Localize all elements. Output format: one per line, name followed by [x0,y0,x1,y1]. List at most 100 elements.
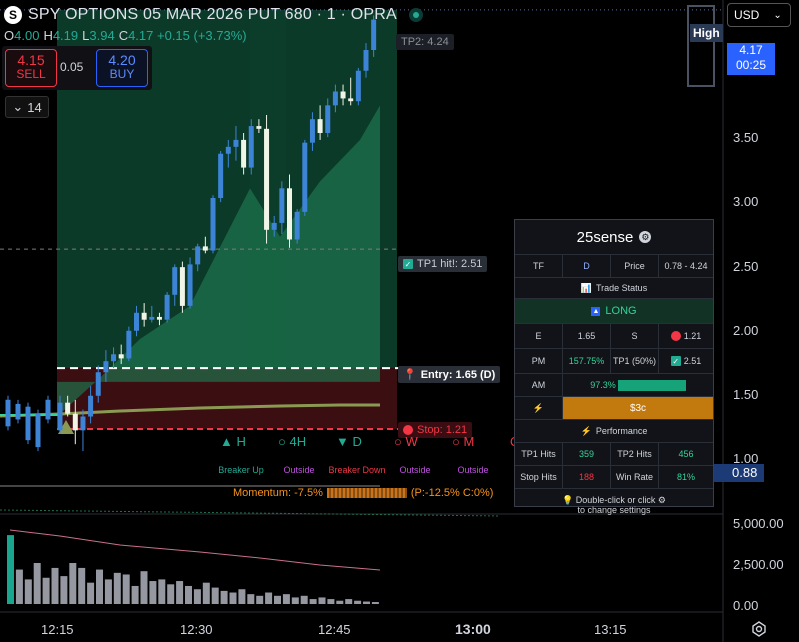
volume-bar [113,572,121,604]
volume-bar [256,595,264,604]
trade-status-label: Trade Status [596,283,648,293]
stop-text: Stop: 1.21 [417,424,468,436]
volume-bar [247,594,255,604]
volume-bar [96,569,103,604]
chart-icon: 📊 [580,282,592,293]
candle-body [248,126,254,168]
tf-value: D [563,255,611,277]
collapse-legend-button[interactable]: ⌄ 14 [5,96,49,118]
currency-select[interactable]: USD ⌄ [727,3,791,27]
candle-body [210,197,216,251]
stop-hits-label: Stop Hits [515,466,563,488]
candle-body [309,119,315,143]
volume-bar [7,535,14,604]
tp1-label: ✓ TP1 hit!: 2.51 [398,256,488,272]
candle-body [35,413,41,448]
entry-value-cell: 1.65 [563,324,611,348]
momentum-label: Momentum: -7.5% [233,487,323,499]
momentum-indicator: Momentum: -7.5% (P:-12.5% C:0%) [233,487,493,499]
volume-bar [345,599,353,604]
tp1-value-cell: ✓ 2.51 [659,349,713,373]
am-value: 97.3% [590,380,616,390]
time-axis-label: 13:15 [594,622,627,637]
candle-body [340,91,346,99]
stop-label-cell: S [611,324,659,348]
symbol-title[interactable]: SPY OPTIONS 05 MAR 2026 PUT 680 · 1 · OP… [28,6,397,23]
am-bar-cell: 97.3% [563,374,713,396]
buy-label: BUY [109,67,135,81]
pm-row: PM 157.75% TP1 (50%) ✓ 2.51 [515,349,713,374]
buy-button[interactable]: 4.20 BUY [96,49,148,87]
ohlc-open-label: O [4,28,15,43]
hits-row: TP1 Hits 359 TP2 Hits 456 [515,443,713,466]
volume-bar [131,585,139,604]
footer-text-2: to change settings [577,505,651,515]
candle-body [241,139,247,168]
tp1-hits-label: TP1 Hits [515,443,563,465]
candle-body [134,312,139,331]
indicator-count: 14 [27,99,42,115]
ohlc-legend: O 4.00 H 4.19 L 3.94 C 4.17 +0.15 (+3.73%) [4,28,251,43]
candle-body [172,267,178,295]
mtf-status-row: ▲ H○ 4H▼ D○ W○ MQ [220,434,540,449]
volume-bar [193,589,201,604]
mtf-sub-label: Outside [283,465,315,475]
symbol-title-row: S SPY OPTIONS 05 MAR 2026 PUT 680 · 1 · … [4,4,423,26]
candle-body [179,267,185,306]
tp2-hits-value: 456 [678,449,694,459]
panel-title-row: 25sense ⚙ [515,220,713,255]
tp1-value: 2.51 [683,356,702,366]
performance-label: Performance [595,426,648,436]
market-status-icon[interactable] [408,8,423,22]
chart-settings-icon[interactable] [750,620,768,638]
high-label: High [690,24,723,42]
stop-dot-icon [403,425,413,435]
candle-body [25,406,31,441]
candle-body [72,413,78,431]
candle-body [264,128,270,230]
price-axis-label: 3.50 [733,130,759,145]
last-price: 4.17 [739,43,763,57]
volume-bar [265,592,273,604]
performance-header: ⚡ Performance [515,420,713,443]
volume-bar [229,592,237,604]
mtf-item-4h: ○ 4H [278,434,307,449]
volume-bar [69,563,77,604]
ohlc-low-value: 3.94 [89,28,115,43]
volume-bar [309,599,317,604]
lightning-icon: ⚡ [515,397,563,419]
volume-bar [78,567,86,604]
stop-value-cell: 1.21 [659,324,713,348]
chevron-down-icon: ⌄ [773,9,782,21]
ohlc-close-label: C [118,28,129,43]
candle-body [279,188,285,223]
time-axis-label: 13:00 [455,621,491,637]
volume-bar [282,594,290,604]
volume-bar [176,581,184,604]
footer-line-1: 💡 Double-click or click ⚙ [562,495,666,505]
volume-bar [354,600,362,604]
bar-countdown: 00:25 [735,58,767,72]
volume-bar [158,579,166,604]
entry-stop-row: E 1.65 S 1.21 [515,324,713,349]
candle-body [156,316,162,320]
volume-bar [60,576,68,604]
mtf-sub-row: Breaker Up Outside Breaker Down Outside Outs… [212,465,502,475]
price-axis-label: 1.50 [733,387,759,402]
settings-gear-icon[interactable]: ⚙ [639,231,652,243]
candle-body [118,354,124,359]
am-bar [617,379,686,391]
ohlc-open-value: 4.00 [14,28,40,43]
candle-body [80,416,86,431]
price-axis-label: 1.00 [733,451,759,466]
mtf-sub-label: Breaker Down [328,465,386,475]
candle-body [187,264,193,306]
momentum-bar [326,488,407,498]
volume-bar [363,601,370,604]
candle-body [65,402,71,414]
volume-bar [300,595,308,604]
sell-button[interactable]: 4.15 SELL [5,49,57,87]
entry-text: Entry: 1.65 (D) [420,368,496,381]
ohlc-high-value: 4.19 [52,28,79,43]
sense-panel[interactable]: 25sense ⚙ TF D Price 0.78 - 4.24 📊 Trade… [514,219,714,515]
